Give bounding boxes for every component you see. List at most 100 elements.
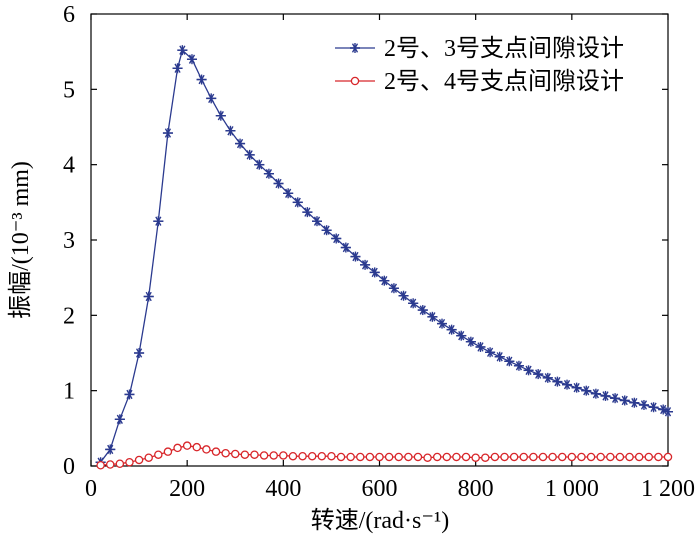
data-point-circle (230, 449, 240, 459)
data-point-circle (144, 453, 153, 462)
data-point-asterisk (360, 259, 371, 270)
data-point-asterisk (311, 216, 322, 227)
data-point-circle (192, 442, 202, 452)
data-point-circle (350, 76, 360, 86)
data-point-circle (404, 452, 413, 462)
data-point-asterisk (542, 372, 553, 383)
data-point-circle (625, 452, 634, 462)
x-tick-label: 1 200 (641, 476, 695, 502)
data-point-circle (182, 441, 192, 450)
data-point-circle (384, 452, 394, 462)
data-point-asterisk (523, 365, 534, 376)
data-point-asterisk (263, 168, 274, 179)
data-point-circle (211, 447, 221, 456)
data-point-circle (125, 457, 134, 467)
data-point-asterisk (172, 63, 183, 74)
data-point-asterisk (417, 305, 428, 316)
data-point-asterisk (590, 388, 601, 399)
data-point-asterisk (398, 290, 409, 301)
y-axis-label: 振幅/(10⁻³ mm) (7, 161, 34, 319)
x-tick-label: 800 (458, 476, 494, 502)
legend: 2号、3号支点间隙设计 2号、4号支点间隙设计 (335, 35, 624, 95)
data-point-circle (663, 452, 673, 462)
data-point-asterisk (292, 197, 303, 208)
data-point-asterisk (186, 54, 197, 65)
y-tick-label: 2 (63, 303, 75, 329)
data-point-asterisk (494, 351, 505, 362)
x-tick-label: 0 (85, 476, 97, 502)
data-point-circle (250, 450, 259, 459)
data-point-circle (529, 452, 538, 462)
data-point-circle (432, 452, 442, 462)
data-point-asterisk (533, 369, 544, 380)
y-tick-label: 3 (63, 228, 75, 254)
legend-entry: 2号、3号支点间隙设计 (335, 35, 624, 62)
data-point-circle (586, 452, 596, 462)
x-tick-label: 400 (265, 476, 301, 502)
data-point-circle (375, 452, 384, 462)
data-point-asterisk (562, 379, 573, 390)
x-tick-label: 600 (362, 476, 398, 502)
data-point-circle (557, 452, 567, 462)
data-point-circle (471, 453, 480, 462)
legend-label: 2号、3号支点间隙设计 (384, 35, 624, 62)
legend-entry: 2号、4号支点间隙设计 (335, 68, 624, 95)
data-point-circle (288, 451, 298, 461)
data-point-asterisk (244, 149, 255, 160)
data-point-circle (577, 452, 586, 462)
data-point-circle (356, 452, 365, 462)
data-point-asterisk (321, 225, 332, 236)
y-tick-label: 0 (63, 454, 75, 480)
data-point-asterisk (663, 406, 673, 417)
data-point-asterisk (408, 298, 419, 309)
y-tick-label: 5 (63, 77, 75, 103)
data-point-circle (115, 459, 125, 468)
x-tick-label: 200 (169, 476, 205, 502)
y-tick-label: 1 (63, 379, 75, 405)
data-point-asterisk (134, 348, 145, 358)
axis-ticks: 0 200 400 600 800 1 000 1 200 0 1 2 3 4 5 6 (63, 2, 695, 502)
data-point-asterisk (581, 385, 592, 396)
data-point-asterisk (254, 159, 265, 170)
data-point-circle (317, 451, 327, 461)
data-point-circle (269, 451, 278, 460)
data-point-circle (394, 452, 403, 462)
data-point-circle (452, 452, 461, 462)
data-point-circle (519, 452, 529, 462)
data-point-circle (654, 452, 663, 462)
data-point-circle (490, 452, 500, 462)
x-axis-label: 转速/(rad·s⁻¹) (311, 507, 450, 534)
data-point-asterisk (619, 395, 630, 406)
data-point-circle (615, 452, 625, 462)
data-point-asterisk (427, 311, 438, 322)
data-point-asterisk (153, 216, 164, 227)
data-point-asterisk (283, 188, 294, 199)
data-point-asterisk (379, 275, 390, 286)
data-point-circle (173, 443, 182, 453)
legend-label: 2号、4号支点间隙设计 (384, 68, 624, 95)
data-point-asterisk (648, 402, 659, 413)
data-point-asterisk (504, 356, 515, 367)
data-point-asterisk (465, 336, 476, 347)
data-point-asterisk (369, 267, 380, 278)
data-point-asterisk (571, 382, 582, 393)
data-point-asterisk (475, 341, 486, 352)
data-point-circle (365, 452, 375, 462)
data-point-asterisk (552, 376, 563, 387)
data-point-asterisk (350, 43, 360, 53)
data-point-circle (461, 452, 471, 462)
data-point-circle (442, 452, 452, 462)
data-point-asterisk (456, 330, 467, 341)
data-point-circle (548, 452, 557, 462)
data-point-circle (509, 452, 519, 462)
data-point-asterisk (485, 347, 496, 358)
data-point-circle (279, 451, 288, 460)
data-point-asterisk (302, 207, 313, 218)
data-point-circle (327, 451, 336, 461)
data-point-circle (221, 448, 230, 458)
data-point-circle (596, 452, 605, 462)
data-point-circle (634, 452, 644, 462)
data-point-circle (240, 450, 250, 459)
data-point-asterisk (206, 93, 217, 104)
